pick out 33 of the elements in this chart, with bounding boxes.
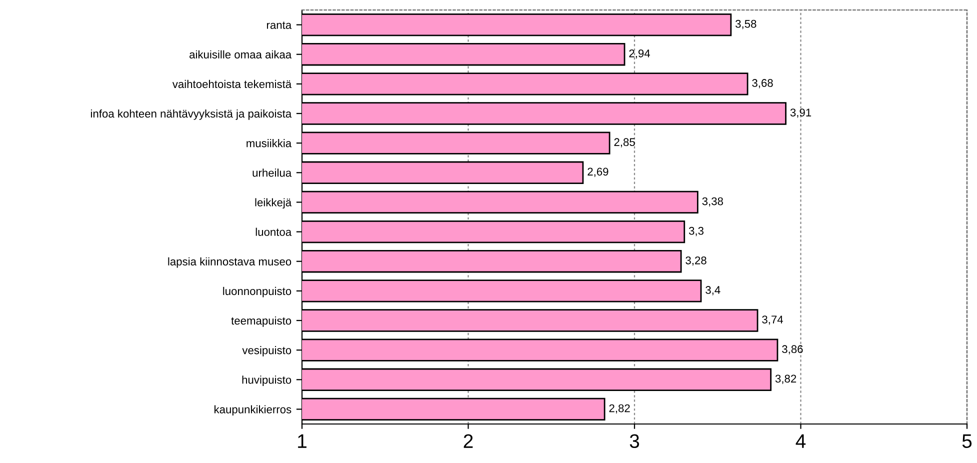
data-label: 2,94 xyxy=(629,49,650,59)
x-tick-label: 3 xyxy=(630,434,640,448)
data-label: 2,85 xyxy=(614,138,635,148)
y-tick-label: musiikkia xyxy=(246,139,292,148)
y-tick-label: huvipuisto xyxy=(242,376,292,386)
data-label: 3,74 xyxy=(762,316,783,325)
data-label: 3,38 xyxy=(702,197,723,207)
data-label: 3,91 xyxy=(790,108,812,118)
data-label: 3,3 xyxy=(688,226,704,236)
data-label: 3,68 xyxy=(752,79,773,88)
data-label: 3,82 xyxy=(775,374,796,384)
x-tick-label: 5 xyxy=(962,434,972,448)
y-tick-label: urheilua xyxy=(252,168,292,177)
x-tick-label: 1 xyxy=(298,434,306,448)
data-label: 3,58 xyxy=(736,20,756,30)
y-tick-label: teemapuisto xyxy=(231,316,292,327)
y-tick-label: ranta xyxy=(267,22,292,29)
data-label: 2,82 xyxy=(609,404,630,414)
data-label: 2,69 xyxy=(588,168,608,177)
x-tick-label: 2 xyxy=(464,434,473,448)
y-tick-label: luonnonpuisto xyxy=(223,286,292,298)
y-tick-label: luontoa xyxy=(256,228,292,236)
y-tick-label: kaupunkikierros xyxy=(214,405,292,416)
y-tick-label: lapsia kiinnostava museo xyxy=(168,257,292,268)
y-tick-label: vaihtoehtoista tekemistä xyxy=(172,80,292,88)
data-label: 3,86 xyxy=(782,345,803,354)
y-tick-label: vesipuisto xyxy=(242,346,292,356)
data-label: 3,28 xyxy=(686,256,706,266)
data-label: 3,4 xyxy=(706,286,720,296)
y-tick-label: infoa kohteen nähtävyyksistä ja paikoista xyxy=(90,109,292,120)
x-tick-label: 4 xyxy=(796,434,806,448)
y-tick-label: aikuisille omaa aikaa xyxy=(190,50,292,58)
y-tick-label: leikkejä xyxy=(255,198,292,209)
